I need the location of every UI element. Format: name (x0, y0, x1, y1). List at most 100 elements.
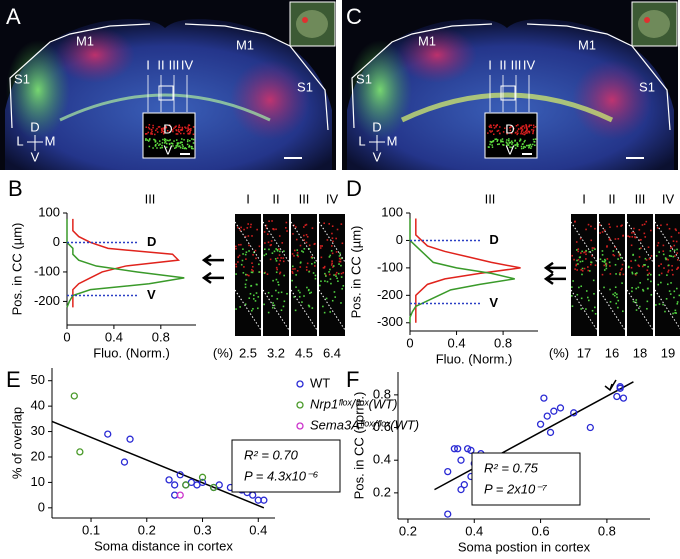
inset-texture (146, 133, 148, 135)
strip-texture (313, 261, 316, 264)
panel-label: E (6, 367, 21, 392)
strip-texture (291, 265, 294, 268)
strip-texture (295, 226, 297, 228)
strip-texture (645, 220, 648, 223)
strip-texture (268, 248, 270, 251)
strip-texture (331, 260, 333, 263)
fit-line (434, 381, 634, 491)
x-tick-label: 0.3 (193, 522, 211, 537)
data-point (450, 445, 459, 453)
strip-texture (319, 245, 322, 247)
strip-texture (676, 252, 679, 254)
strip-texture (612, 250, 615, 252)
strip-texture (591, 255, 593, 257)
strip-texture (672, 273, 674, 276)
inset-texture (181, 141, 183, 144)
inset-texture (523, 125, 525, 127)
strip-texture (676, 268, 678, 271)
strip-texture (314, 274, 317, 277)
inset-texture (519, 139, 522, 141)
strip-texture (620, 269, 622, 271)
strip-texture (577, 250, 579, 253)
strip-texture (667, 271, 669, 273)
strip-texture (636, 272, 638, 274)
inset-texture (165, 146, 168, 149)
inset-texture (163, 139, 166, 142)
strip-texture (308, 248, 311, 250)
strip-texture (277, 283, 280, 286)
strip-texture (613, 294, 616, 297)
strip-texture (328, 223, 331, 225)
strip-texture (621, 267, 623, 270)
strip-texture (622, 310, 624, 313)
strip-texture (331, 225, 334, 227)
boundary-label: D (147, 234, 156, 249)
x-axis-label: Soma distance in cortex (94, 538, 233, 553)
strip-texture (332, 266, 334, 268)
strip-texture (585, 308, 587, 310)
inset-label: D (163, 121, 172, 136)
inset-texture (510, 132, 513, 135)
inset-texture (150, 128, 153, 131)
inset-label: D (505, 121, 514, 136)
data-point (104, 430, 112, 438)
strip-texture (271, 252, 274, 254)
strip-texture (585, 258, 587, 260)
strip-texture (291, 270, 294, 273)
strip-texture (673, 290, 676, 293)
stats-text: R² = 0.75 (484, 460, 539, 475)
strip-texture (248, 244, 250, 247)
strip-texture (268, 220, 270, 222)
strip-texture (576, 269, 578, 271)
y-tick-label: 0.8 (373, 386, 391, 401)
inset-texture (173, 127, 175, 130)
x-tick-label: 0.8 (152, 329, 170, 344)
strip-texture (294, 268, 296, 270)
inset-texture (188, 146, 190, 148)
strip-guide (626, 221, 654, 263)
strip-texture (631, 271, 634, 274)
inset-texture (502, 140, 504, 143)
inset-texture (175, 146, 177, 149)
strip-texture (676, 248, 678, 251)
inset-texture (532, 130, 534, 133)
inset-texture (510, 125, 513, 127)
strip-texture (617, 238, 620, 240)
inset-texture (159, 143, 161, 145)
inset-texture (506, 142, 508, 145)
inset-texture (189, 139, 191, 142)
strip-texture (614, 292, 616, 294)
strip-texture (325, 275, 327, 277)
strip-texture (337, 280, 339, 282)
strip-texture (339, 260, 342, 263)
inset-texture (512, 145, 515, 148)
x-tick-label: 0.2 (399, 523, 417, 538)
overlap-value: 17 (577, 345, 591, 360)
strip-texture (313, 265, 316, 267)
inset-texture (487, 146, 490, 148)
strip-texture (630, 266, 633, 269)
strip-texture (311, 257, 314, 259)
inset-texture (532, 143, 534, 146)
strip-texture (263, 231, 266, 233)
strip-texture (642, 265, 644, 268)
strip-texture (666, 223, 668, 226)
inset-texture (181, 128, 184, 130)
strip-texture (239, 229, 242, 232)
strip-texture (237, 256, 240, 258)
strip-texture (266, 273, 269, 275)
strip-texture (608, 223, 610, 226)
peak-arrow (543, 261, 566, 274)
roi-box (500, 85, 516, 101)
inset-texture (507, 139, 510, 142)
inset-texture (188, 124, 191, 127)
strip-texture (588, 299, 590, 302)
strip-texture (585, 290, 588, 292)
strip-texture (275, 289, 277, 292)
compass-label: M (387, 133, 398, 148)
inset-texture (162, 131, 165, 133)
inset-texture (532, 126, 535, 129)
data-point (460, 481, 468, 489)
inset-texture (183, 132, 185, 135)
strip-texture (571, 295, 573, 297)
